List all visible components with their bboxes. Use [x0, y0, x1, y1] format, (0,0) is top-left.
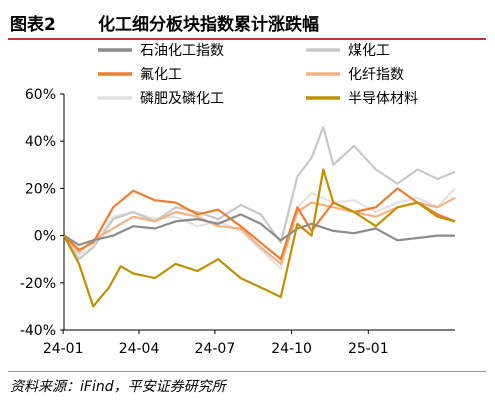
source-bar: 资料来源：iFind，平安证券研究所: [8, 371, 486, 398]
series-line-1: [63, 125, 456, 261]
legend-label: 石油化工指数: [140, 43, 224, 59]
legend-label: 氟化工: [140, 67, 182, 83]
series-line-3: [63, 196, 456, 265]
series-line-2: [63, 187, 456, 261]
line-chart: -40% -20% 0% 20% 40% 60% 24-01 24-04 24-07 24-10 2…: [20, 43, 456, 357]
series-line-5: [63, 168, 456, 308]
y-tick-label: -40%: [20, 323, 56, 339]
series-line-4: [63, 187, 456, 270]
legend-label: 化纤指数: [348, 67, 404, 83]
x-tick-label: 24-01: [43, 341, 84, 357]
x-tick-label: 25-01: [348, 341, 389, 357]
y-tick-label: 20%: [25, 181, 56, 197]
x-tick-label: 24-10: [271, 341, 312, 357]
y-tick-label: -20%: [20, 276, 56, 292]
y-tick-label: 40%: [25, 134, 56, 150]
y-tick-label: 60%: [25, 87, 56, 103]
source-note: 资料来源：iFind，平安证券研究所: [10, 379, 226, 395]
title-bar: 图表2 化工细分板块指数累计涨跌幅: [8, 4, 486, 40]
x-tick-label: 24-04: [119, 341, 160, 357]
figure-label: 图表2: [10, 15, 56, 35]
legend-label: 磷肥及磷化工: [140, 91, 224, 107]
legend-label: 煤化工: [348, 43, 390, 59]
legend-label: 半导体材料: [348, 91, 418, 107]
series-line-0: [63, 213, 455, 247]
chart-title: 化工细分板块指数累计涨跌幅: [98, 15, 319, 35]
x-tick-label: 24-07: [195, 341, 236, 357]
y-tick-label: 0%: [34, 229, 56, 245]
